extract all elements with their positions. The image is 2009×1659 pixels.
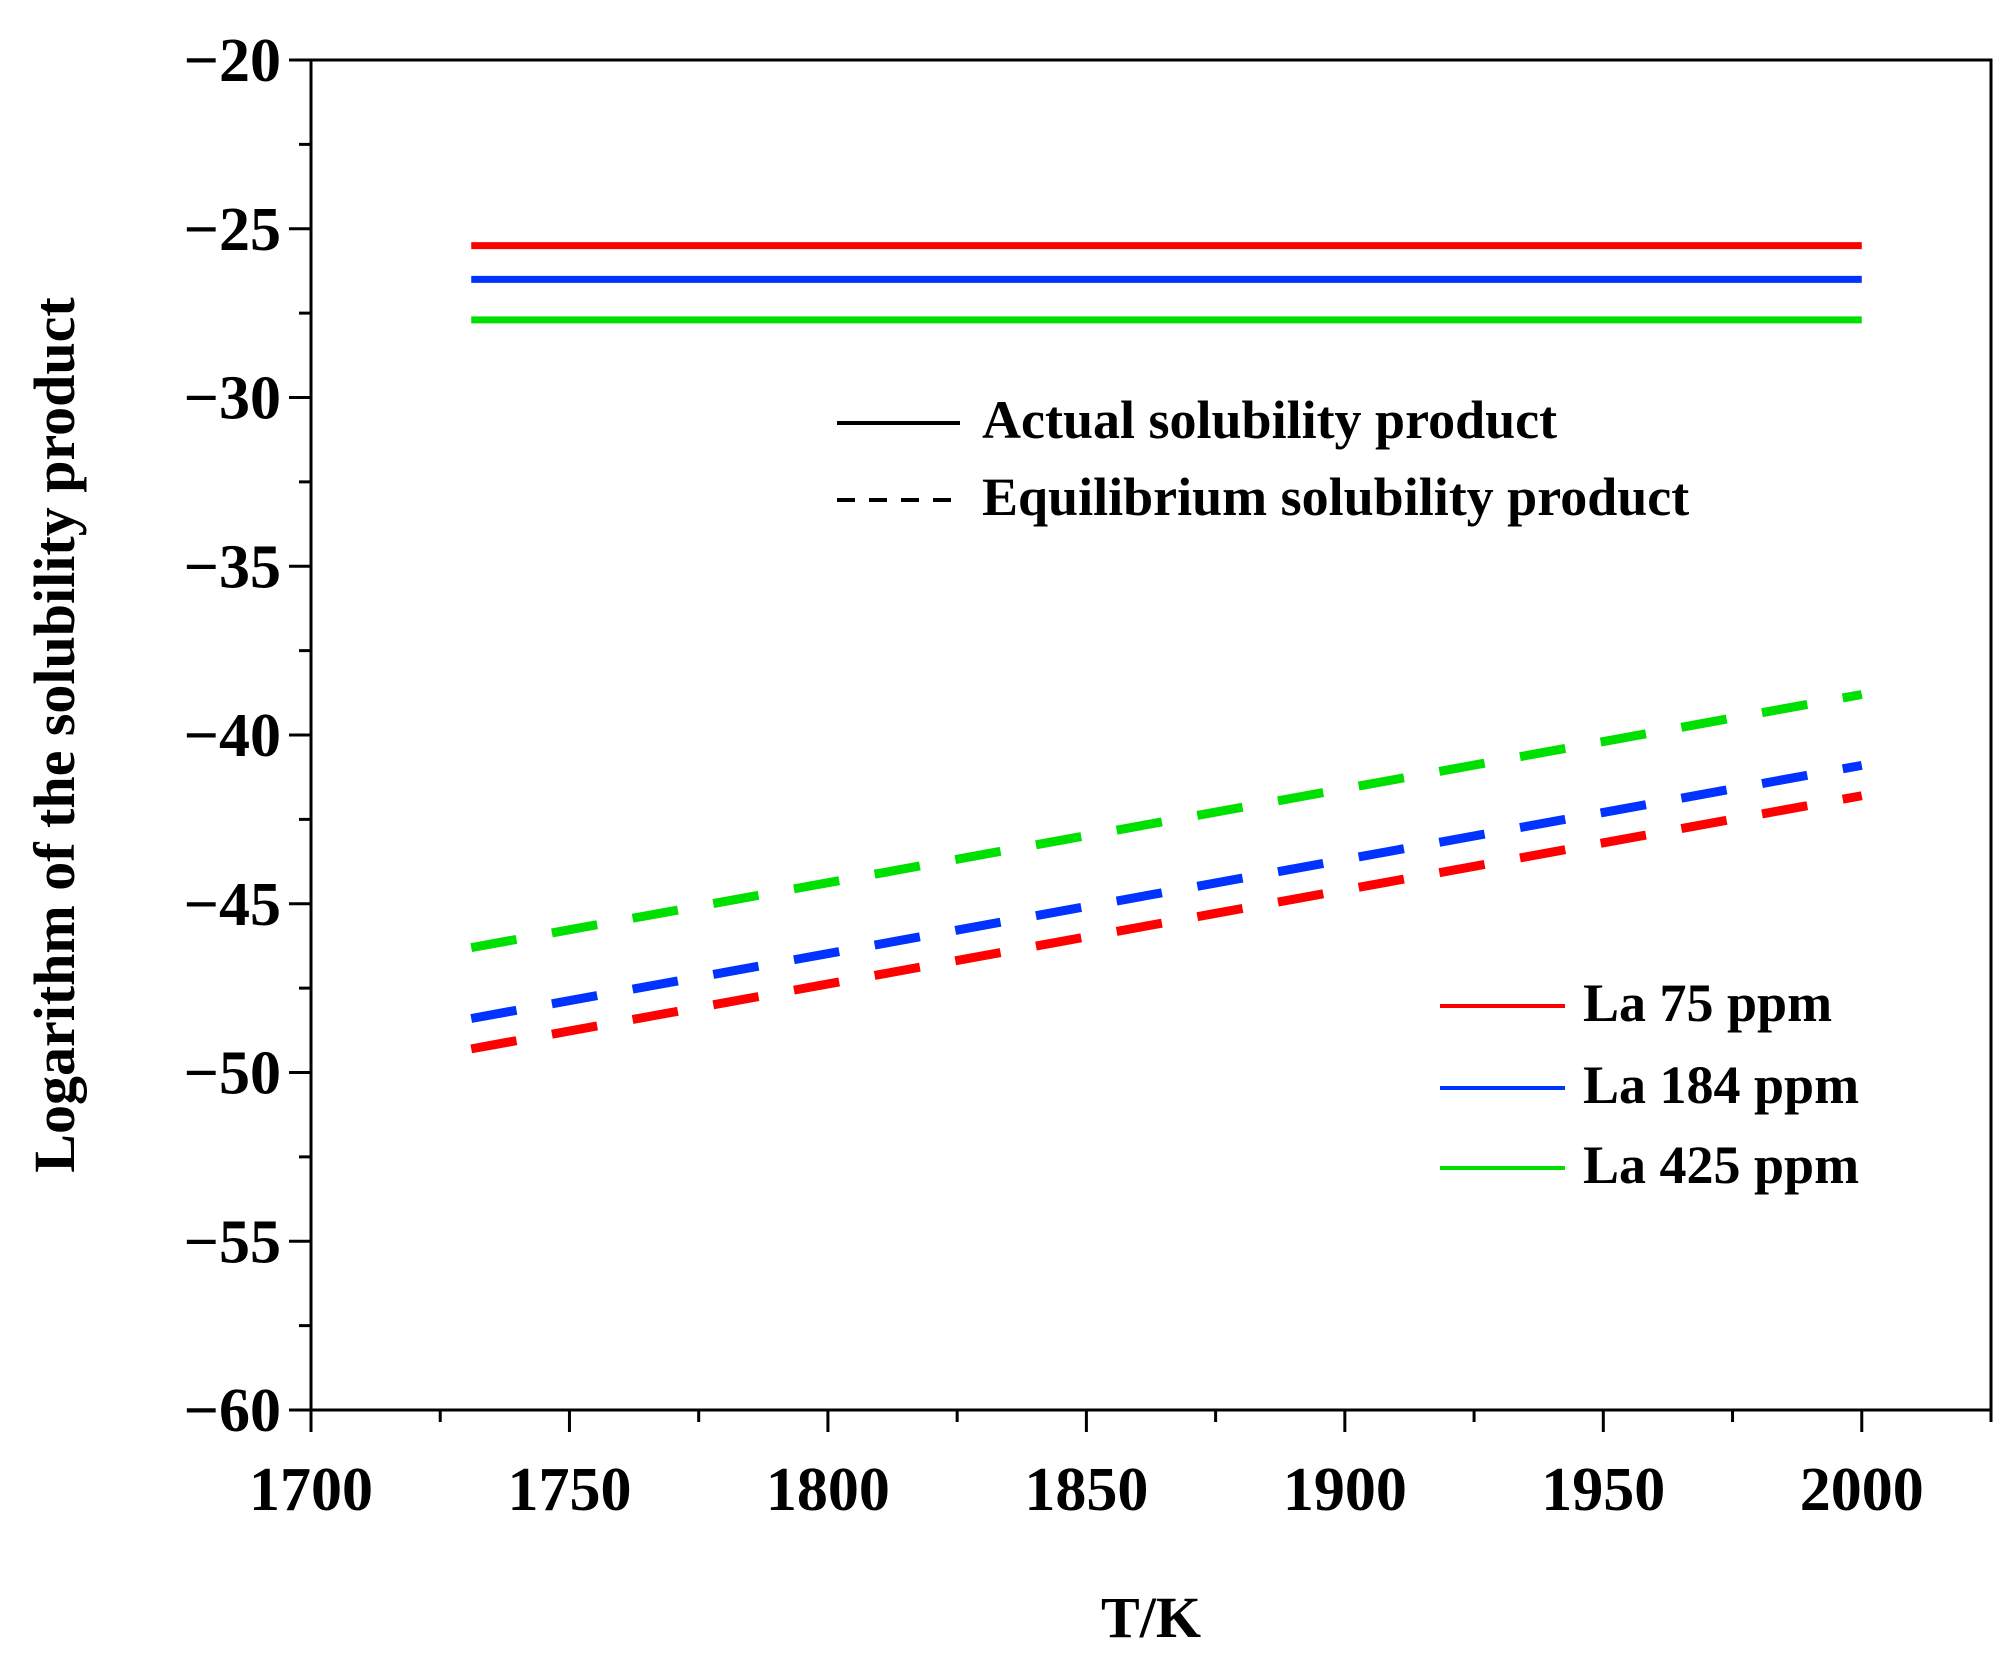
x-tick-label: 1750: [507, 1456, 631, 1524]
legend-style-solid-label: Actual solubility product: [982, 390, 1557, 450]
legend-series-label-425: La 425 ppm: [1583, 1135, 1859, 1195]
legend-style: Actual solubility product Equilibrium so…: [837, 390, 1689, 527]
x-tick-label: 2000: [1800, 1456, 1924, 1524]
series-layer: [470, 242, 1863, 1054]
x-tick-label: 1800: [766, 1456, 890, 1524]
x-axis: 1700 1750 1800 1850 1900 1950 2000: [249, 1410, 1993, 1524]
x-tick-label: 1950: [1541, 1456, 1665, 1524]
y-tick-label: −60: [184, 1377, 281, 1445]
y-tick-label: −55: [184, 1208, 281, 1276]
legend-series: La 75 ppm La 184 ppm La 425 ppm: [1440, 973, 1859, 1195]
y-tick-label: −50: [184, 1040, 281, 1108]
y-axis: −20 −25 −30 −35 −40 −45 −50 −55 −60: [184, 27, 311, 1445]
series-line-la-184-ppm-equilibrium: [470, 760, 1863, 1023]
x-tick-label: 1850: [1024, 1456, 1148, 1524]
y-tick-label: −30: [184, 365, 281, 433]
series-line-la-425-ppm-equilibrium: [470, 690, 1863, 953]
legend-style-dashed-label: Equilibrium solubility product: [982, 467, 1689, 527]
y-tick-label: −25: [184, 196, 281, 264]
y-tick-label: −40: [184, 702, 281, 770]
y-axis-title: Logarithm of the solubility product: [22, 297, 87, 1173]
y-tick-label: −20: [184, 27, 281, 95]
legend-series-label-184: La 184 ppm: [1583, 1055, 1859, 1115]
series-line-la-75-ppm-equilibrium: [470, 791, 1863, 1054]
x-tick-label: 1700: [249, 1456, 373, 1524]
y-tick-label: −45: [184, 871, 281, 939]
x-tick-label: 1900: [1283, 1456, 1407, 1524]
x-axis-title: T/K: [1101, 1585, 1201, 1650]
y-tick-label: −35: [184, 533, 281, 601]
legend-series-label-75: La 75 ppm: [1583, 973, 1832, 1033]
plot-frame: [309, 58, 1993, 1412]
